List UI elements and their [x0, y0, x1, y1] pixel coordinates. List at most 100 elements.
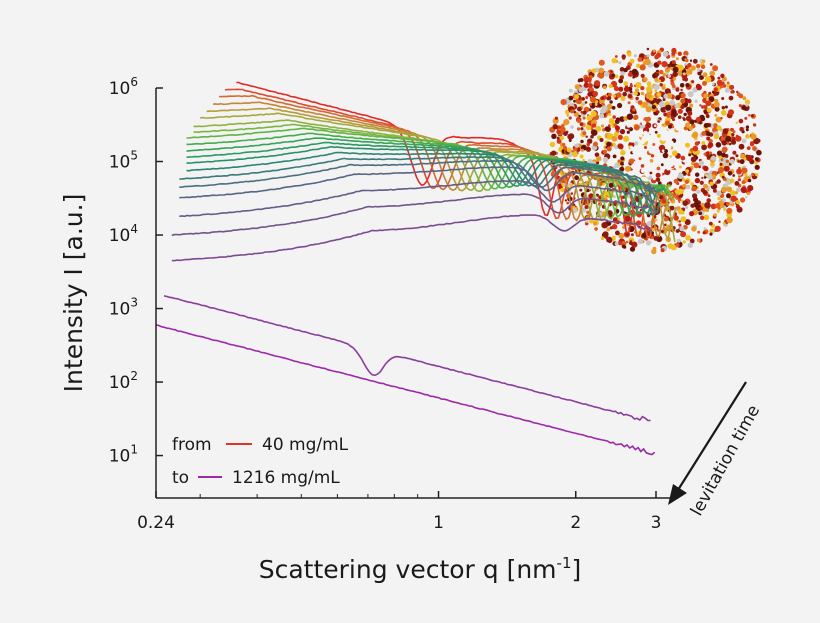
inset-texture-dot: [675, 134, 681, 140]
inset-texture-dot: [741, 167, 748, 174]
inset-texture-dot: [736, 92, 741, 97]
inset-texture-dot: [721, 140, 727, 146]
inset-texture-dot: [654, 77, 659, 82]
inset-texture-dot: [577, 106, 582, 112]
inset-texture-dot: [648, 134, 654, 140]
inset-texture-dot: [606, 103, 613, 110]
inset-texture-dot: [697, 230, 701, 234]
inset-texture-dot: [661, 85, 666, 90]
inset-texture-dot: [670, 79, 674, 83]
inset-texture-dot: [646, 47, 650, 51]
inset-texture-dot: [719, 162, 723, 166]
inset-texture-dot: [596, 156, 602, 162]
inset-texture-dot: [682, 240, 686, 244]
inset-texture-dot: [664, 160, 670, 166]
inset-texture-dot: [715, 116, 722, 123]
inset-texture-dot: [635, 81, 642, 89]
x-ticks-group: 0.24 1 2 3: [137, 491, 661, 533]
inset-texture-dot: [663, 217, 669, 222]
inset-texture-dot: [617, 102, 623, 109]
inset-texture-dot: [574, 175, 579, 181]
inset-texture-dot: [699, 75, 704, 80]
inset-texture-dot: [707, 194, 711, 197]
inset-texture-dot: [672, 66, 679, 73]
x-tick-label: 2: [570, 513, 581, 533]
inset-texture-dot: [675, 243, 680, 248]
inset-texture-dot: [740, 197, 746, 203]
inset-texture-dot: [614, 97, 618, 100]
inset-texture-dot: [645, 93, 652, 100]
inset-texture-dot: [586, 142, 590, 147]
y-tick-label: 106: [109, 75, 138, 99]
inset-texture-dot: [584, 101, 588, 104]
inset-texture-dot: [703, 123, 709, 128]
inset-texture-dot: [601, 105, 608, 112]
inset-texture-dot: [618, 232, 625, 239]
inset-texture-dot: [593, 141, 598, 147]
inset-texture-dot: [704, 202, 711, 209]
inset-texture-dot: [680, 98, 686, 104]
inset-texture-dot: [696, 63, 701, 69]
inset-texture-dot: [623, 116, 628, 121]
inset-texture-dot: [726, 207, 733, 214]
inset-texture-dot: [655, 72, 659, 77]
inset-texture-dot: [755, 173, 759, 177]
inset-texture-dot: [660, 248, 665, 253]
inset-texture-dot: [621, 240, 627, 247]
inset-texture-dot: [600, 124, 605, 128]
inset-texture-dot: [624, 165, 631, 172]
inset-texture-dot: [692, 132, 698, 139]
inset-texture-dot: [716, 150, 723, 156]
inset-texture-dot: [663, 83, 666, 87]
inset-texture-dot: [709, 70, 715, 77]
inset-texture-dot: [554, 116, 559, 120]
inset-texture-dot: [668, 146, 672, 149]
inset-texture-dot: [689, 103, 694, 108]
inset-texture-dot: [714, 114, 718, 117]
inset-texture-dot: [696, 189, 701, 194]
inset-texture-dot: [727, 171, 733, 176]
inset-texture-dot: [685, 122, 690, 128]
inset-texture-dot: [694, 177, 701, 184]
inset-texture-dot: [709, 181, 714, 186]
inset-texture-dot: [677, 115, 682, 119]
inset-texture-dot: [611, 224, 618, 230]
inset-texture-dot: [617, 159, 621, 163]
inset-texture-dot: [741, 138, 747, 144]
inset-texture-dot: [615, 125, 620, 131]
inset-texture-dot: [628, 136, 636, 143]
inset-texture-dot: [681, 178, 686, 182]
inset-texture-dot: [678, 209, 684, 215]
inset-texture-dot: [656, 110, 660, 114]
inset-texture-dot: [740, 186, 747, 194]
inset-texture-dot: [609, 226, 613, 230]
data-series-line: [179, 156, 660, 214]
inset-texture-dot: [701, 141, 706, 145]
inset-texture-dot: [689, 238, 695, 244]
inset-texture-dot: [752, 146, 757, 151]
inset-texture-dot: [677, 51, 682, 56]
inset-texture-dot: [675, 88, 680, 92]
inset-texture-dot: [623, 86, 630, 92]
inset-texture-dot: [637, 100, 643, 105]
inset-texture-dot: [713, 93, 717, 97]
data-series-line: [171, 193, 654, 237]
inset-texture-dot: [621, 244, 626, 249]
inset-texture-dot: [633, 54, 638, 58]
inset-texture-dot: [724, 87, 730, 93]
inset-texture-dot: [611, 237, 616, 242]
inset-texture-dot: [633, 91, 638, 96]
inset-texture-dot: [739, 127, 744, 132]
inset-texture-dot: [712, 188, 717, 193]
x-axis-title-suffix: ]: [572, 555, 582, 584]
inset-texture-dot: [690, 65, 696, 71]
inset-texture-dot: [654, 54, 659, 60]
inset-texture-dot: [651, 104, 657, 110]
inset-texture-dot: [628, 131, 635, 138]
inset-texture-dot: [646, 81, 652, 86]
inset-texture-dot: [736, 187, 741, 193]
inset-texture-dot: [585, 124, 592, 131]
inset-texture-dot: [657, 229, 660, 232]
inset-texture-dot: [700, 202, 705, 207]
inset-texture-dot: [573, 99, 576, 103]
